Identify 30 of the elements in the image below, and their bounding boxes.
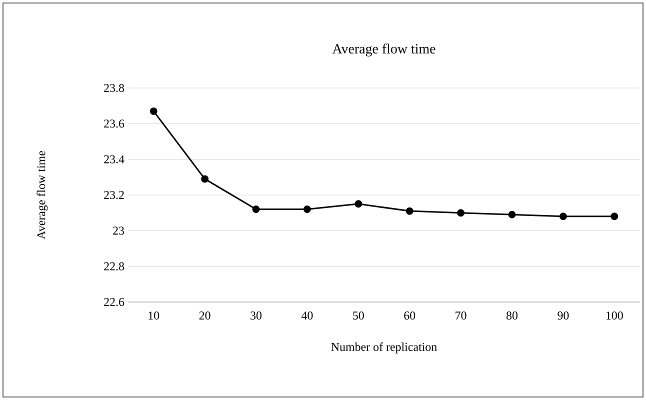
point (406, 207, 414, 215)
point (457, 209, 465, 217)
point (252, 206, 260, 214)
x-axis-title: Number of replication (331, 342, 437, 354)
chart-title: Average flow time (332, 44, 436, 56)
point (559, 212, 567, 220)
y-tick-label: 23.6 (104, 120, 124, 128)
x-tick-label: 100 (606, 312, 623, 320)
y-tick-label: 22.6 (104, 298, 124, 306)
y-tick-label: 23.4 (104, 155, 124, 164)
x-tick-label: 90 (558, 312, 569, 320)
x-tick-label: 40 (301, 312, 313, 320)
point (610, 212, 618, 220)
point (303, 206, 311, 214)
y-tick-label: 23 (113, 226, 124, 235)
x-tick-label: 20 (199, 312, 210, 320)
y-tick-label: 23.8 (104, 84, 124, 92)
x-tick-label: 10 (148, 312, 160, 320)
x-tick-label: 70 (456, 312, 466, 320)
y-axis-title: Average flow time (36, 151, 48, 240)
point (150, 107, 158, 115)
x-tick-label: 30 (250, 312, 262, 320)
point (508, 210, 516, 218)
x-tick-label: 60 (404, 312, 416, 320)
x-tick-label: 80 (506, 312, 518, 320)
point (354, 200, 362, 208)
point (201, 175, 209, 183)
x-tick-label: 50 (353, 312, 364, 320)
y-tick-label: 22.8 (104, 262, 124, 270)
y-tick-label: 23.2 (104, 190, 124, 200)
